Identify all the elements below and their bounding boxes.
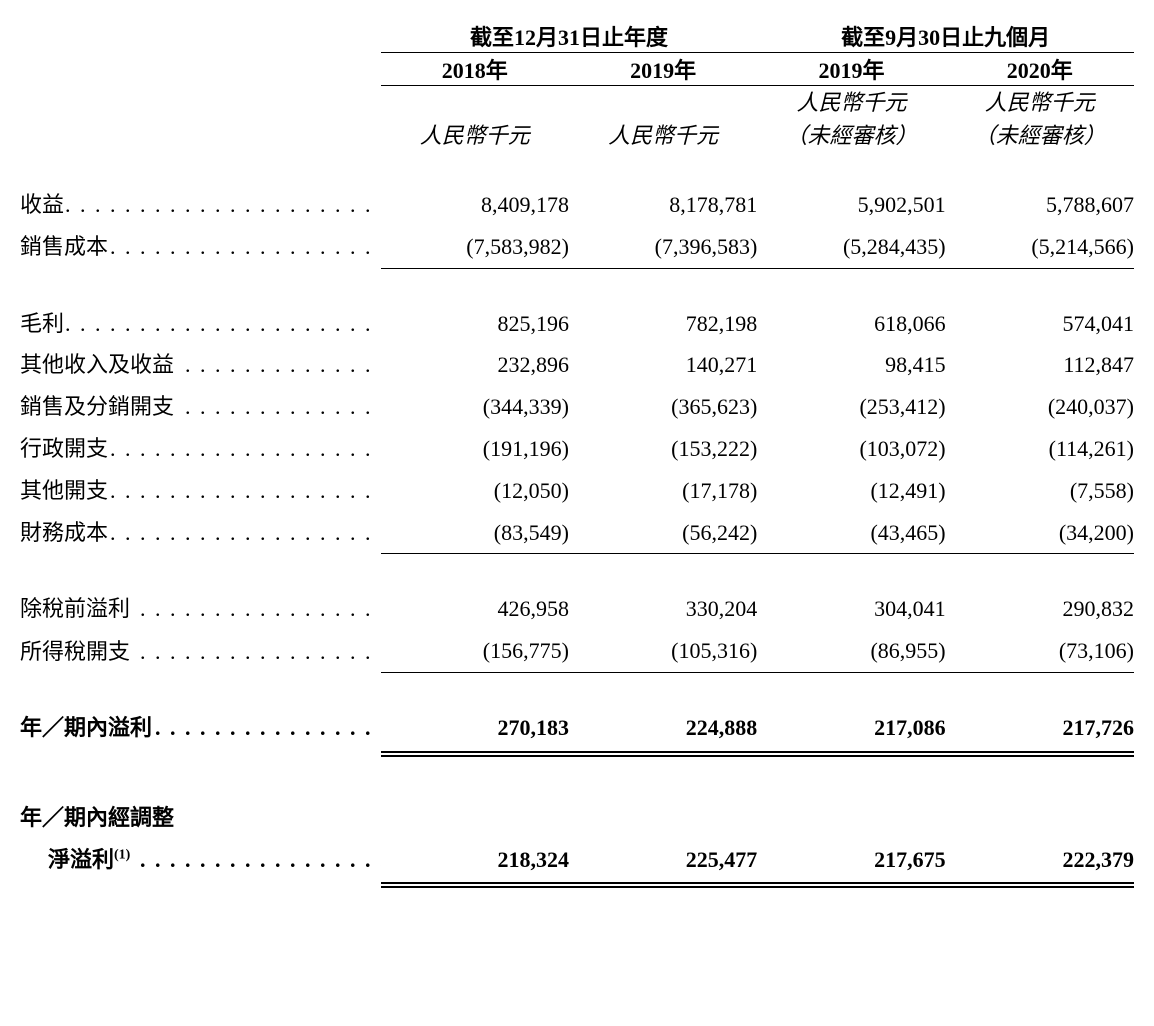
value-cell: (5,284,435) xyxy=(757,226,945,268)
value-cell: 112,847 xyxy=(946,344,1134,386)
year-header-2020: 2020年 xyxy=(946,53,1134,86)
value-cell: 304,041 xyxy=(757,588,945,630)
row-label: 毛利 xyxy=(20,303,381,345)
value-cell: (7,396,583) xyxy=(569,226,757,268)
unit-row: 人民幣千元 人民幣千元 人民幣千元（未經審核） 人民幣千元（未經審核） xyxy=(20,86,1134,152)
row-label-line1: 年／期內經調整 xyxy=(20,797,1134,839)
value-cell: (5,214,566) xyxy=(946,226,1134,268)
column-group-header-row: 截至12月31日止年度 截至9月30日止九個月 xyxy=(20,20,1134,53)
value-cell: 217,726 xyxy=(946,707,1134,749)
value-cell: 232,896 xyxy=(381,344,569,386)
value-cell: 618,066 xyxy=(757,303,945,345)
group-header-year-ended: 截至12月31日止年度 xyxy=(381,20,758,53)
value-cell: (344,339) xyxy=(381,386,569,428)
year-header-2018: 2018年 xyxy=(381,53,569,86)
row-label: 其他開支 xyxy=(20,470,381,512)
value-cell: 224,888 xyxy=(569,707,757,749)
value-cell: 98,415 xyxy=(757,344,945,386)
value-cell: 574,041 xyxy=(946,303,1134,345)
table-row: 淨溢利(1)218,324225,477217,675222,379 xyxy=(20,839,1134,881)
table-row: 所得稅開支 (156,775)(105,316)(86,955)(73,106) xyxy=(20,630,1134,672)
value-cell: 218,324 xyxy=(381,839,569,881)
value-cell: (240,037) xyxy=(946,386,1134,428)
value-cell: (73,106) xyxy=(946,630,1134,672)
unit-col-2: 人民幣千元（未經審核） xyxy=(757,86,945,152)
row-label: 所得稅開支 xyxy=(20,630,381,672)
value-cell: (43,465) xyxy=(757,512,945,554)
row-label: 銷售成本 xyxy=(20,226,381,268)
value-cell: (83,549) xyxy=(381,512,569,554)
value-cell: (7,583,982) xyxy=(381,226,569,268)
year-header-2019b: 2019年 xyxy=(757,53,945,86)
value-cell: (56,242) xyxy=(569,512,757,554)
value-cell: 330,204 xyxy=(569,588,757,630)
value-cell: 5,902,501 xyxy=(757,184,945,226)
unit-col-3: 人民幣千元（未經審核） xyxy=(946,86,1134,152)
table-row: 其他開支 (12,050)(17,178)(12,491)(7,558) xyxy=(20,470,1134,512)
value-cell: (105,316) xyxy=(569,630,757,672)
table-row: 其他收入及收益 232,896140,27198,415112,847 xyxy=(20,344,1134,386)
row-label: 除稅前溢利 xyxy=(20,588,381,630)
year-header-row: 2018年 2019年 2019年 2020年 xyxy=(20,53,1134,86)
value-cell: 8,178,781 xyxy=(569,184,757,226)
value-cell: (153,222) xyxy=(569,428,757,470)
value-cell: (156,775) xyxy=(381,630,569,672)
value-cell: (34,200) xyxy=(946,512,1134,554)
row-label: 財務成本 xyxy=(20,512,381,554)
row-label: 其他收入及收益 xyxy=(20,344,381,386)
value-cell: 140,271 xyxy=(569,344,757,386)
value-cell: 225,477 xyxy=(569,839,757,881)
table-row: 行政開支 (191,196)(153,222)(103,072)(114,261… xyxy=(20,428,1134,470)
group-header-nine-months: 截至9月30日止九個月 xyxy=(757,20,1134,53)
table-row: 毛利 825,196782,198618,066574,041 xyxy=(20,303,1134,345)
row-label: 行政開支 xyxy=(20,428,381,470)
value-cell: 825,196 xyxy=(381,303,569,345)
table-row: 銷售及分銷開支 (344,339)(365,623)(253,412)(240,… xyxy=(20,386,1134,428)
value-cell: (103,072) xyxy=(757,428,945,470)
value-cell: (12,491) xyxy=(757,470,945,512)
value-cell: (86,955) xyxy=(757,630,945,672)
table-row: 財務成本 (83,549)(56,242)(43,465)(34,200) xyxy=(20,512,1134,554)
value-cell: 290,832 xyxy=(946,588,1134,630)
table-row: 年／期內溢利 270,183224,888217,086217,726 xyxy=(20,707,1134,749)
value-cell: 782,198 xyxy=(569,303,757,345)
value-cell: 8,409,178 xyxy=(381,184,569,226)
table-row: 收益 8,409,1788,178,7815,902,5015,788,607 xyxy=(20,184,1134,226)
year-header-2019a: 2019年 xyxy=(569,53,757,86)
value-cell: 217,086 xyxy=(757,707,945,749)
value-cell: 222,379 xyxy=(946,839,1134,881)
value-cell: (253,412) xyxy=(757,386,945,428)
value-cell: (114,261) xyxy=(946,428,1134,470)
value-cell: (12,050) xyxy=(381,470,569,512)
value-cell: (7,558) xyxy=(946,470,1134,512)
value-cell: (365,623) xyxy=(569,386,757,428)
value-cell: 426,958 xyxy=(381,588,569,630)
table-row: 銷售成本 (7,583,982)(7,396,583)(5,284,435)(5… xyxy=(20,226,1134,268)
unit-col-0: 人民幣千元 xyxy=(381,86,569,152)
value-cell: 270,183 xyxy=(381,707,569,749)
value-cell: (191,196) xyxy=(381,428,569,470)
table-row: 除稅前溢利 426,958330,204304,041290,832 xyxy=(20,588,1134,630)
row-label: 收益 xyxy=(20,184,381,226)
value-cell: (17,178) xyxy=(569,470,757,512)
value-cell: 217,675 xyxy=(757,839,945,881)
unit-col-1: 人民幣千元 xyxy=(569,86,757,152)
row-label: 銷售及分銷開支 xyxy=(20,386,381,428)
row-label: 年／期內溢利 xyxy=(20,707,381,749)
financial-statement-table: 截至12月31日止年度 截至9月30日止九個月 2018年 2019年 2019… xyxy=(20,20,1134,896)
value-cell: 5,788,607 xyxy=(946,184,1134,226)
